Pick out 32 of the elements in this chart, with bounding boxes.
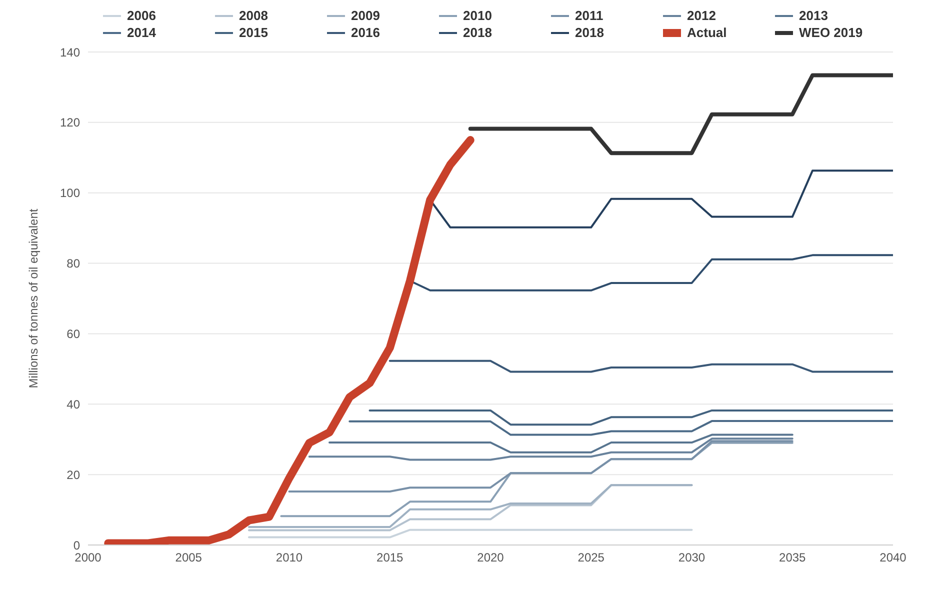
x-tick-label: 2000 — [74, 550, 102, 565]
legend-label: 2015 — [239, 25, 268, 40]
legend-label: 2018 — [575, 25, 604, 40]
legend-label: Actual — [687, 25, 727, 40]
x-tick-label: 2015 — [376, 550, 404, 565]
y-tick-label: 100 — [60, 186, 80, 200]
legend-label: 2008 — [239, 8, 268, 23]
legend-label: 2006 — [127, 8, 156, 23]
x-tick-label: 2020 — [477, 550, 504, 565]
x-tick-label: 2010 — [276, 550, 303, 565]
y-tick-label: 60 — [66, 326, 80, 341]
x-tick-label: 2040 — [880, 550, 907, 565]
y-tick-label: 20 — [66, 468, 80, 482]
legend-label: WEO 2019 — [799, 25, 863, 40]
legend-label: 2014 — [127, 25, 156, 40]
y-axis-title: Millions of tonnes of oil equivalent — [26, 208, 40, 388]
x-tick-label: 2025 — [578, 550, 605, 565]
legend-label: 2010 — [463, 8, 492, 23]
y-tick-label: 80 — [66, 256, 80, 271]
legend-label: 2016 — [351, 25, 380, 40]
legend-label: 2009 — [351, 8, 380, 23]
y-tick-label: 0 — [73, 538, 80, 552]
y-tick-label: 140 — [60, 45, 80, 60]
legend-label: 2012 — [687, 8, 716, 23]
y-tick-label: 120 — [60, 116, 80, 130]
legend-label: 2013 — [799, 8, 828, 23]
x-tick-label: 2035 — [779, 550, 806, 565]
legend-label: 2011 — [575, 8, 604, 23]
y-tick-label: 40 — [66, 397, 80, 412]
x-tick-label: 2030 — [678, 550, 706, 565]
legend-label: 2018 — [463, 25, 492, 40]
x-tick-label: 2005 — [175, 550, 202, 565]
